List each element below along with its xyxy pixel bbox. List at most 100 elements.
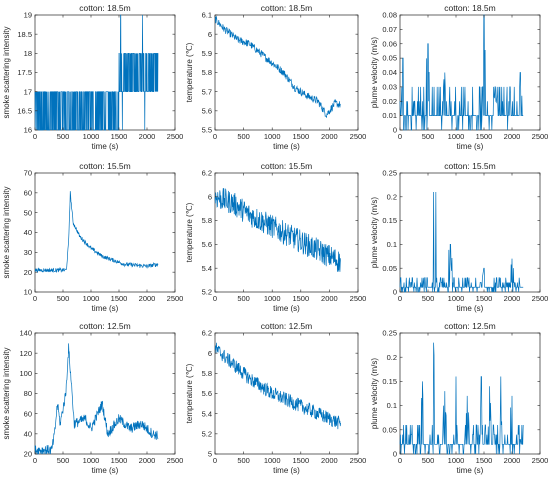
x-tick-label: 0 bbox=[33, 132, 37, 141]
y-tick-label: 5.4 bbox=[202, 409, 212, 418]
x-tick-label: 2000 bbox=[321, 456, 338, 465]
x-axis-label: time (s) bbox=[92, 466, 119, 475]
y-tick-label: 0.2 bbox=[387, 353, 397, 362]
y-tick-label: 6 bbox=[208, 30, 212, 39]
y-tick-label: 5.2 bbox=[202, 429, 212, 438]
y-tick-label: 40 bbox=[24, 429, 32, 438]
x-tick-label: 2000 bbox=[504, 294, 521, 303]
x-tick-label: 1500 bbox=[111, 132, 128, 141]
x-tick-label: 2500 bbox=[532, 294, 549, 303]
x-tick-label: 2500 bbox=[350, 456, 367, 465]
y-tick-label: 5 bbox=[208, 450, 212, 459]
x-tick-label: 500 bbox=[422, 456, 435, 465]
x-tick-label: 500 bbox=[237, 456, 250, 465]
x-axis-label: time (s) bbox=[457, 304, 484, 313]
chart-panel: 0 500 1000 1500 2000 2500 0 0.05 0.1 0.15 0.2 0.25 c… bbox=[370, 321, 548, 475]
y-tick-label: 5.8 bbox=[202, 216, 212, 225]
y-tick-label: 5.6 bbox=[202, 106, 212, 115]
y-tick-label: 19 bbox=[24, 11, 32, 20]
x-tick-label: 500 bbox=[57, 456, 70, 465]
x-axis-label: time (s) bbox=[457, 466, 484, 475]
y-axis-label: smoke scattering intensity bbox=[2, 186, 11, 278]
y-tick-label: 80 bbox=[24, 389, 32, 398]
chart-panel: 0 500 1000 1500 2000 2500 0 0.05 0.1 0.15 0.2 0.25 c… bbox=[370, 161, 548, 313]
y-tick-label: 0.05 bbox=[382, 264, 397, 273]
y-tick-label: 16.5 bbox=[17, 106, 32, 115]
series-line bbox=[34, 343, 159, 455]
x-tick-label: 2000 bbox=[321, 132, 338, 141]
x-tick-label: 2500 bbox=[350, 294, 367, 303]
y-tick-label: 6.2 bbox=[202, 169, 212, 178]
y-tick-label: 0.15 bbox=[382, 377, 397, 386]
chart-title: cotton: 12.5m bbox=[444, 321, 496, 331]
y-tick-label: 6 bbox=[208, 192, 212, 201]
chart-title: cotton: 15.5m bbox=[79, 161, 131, 171]
x-tick-label: 1000 bbox=[448, 132, 465, 141]
chart-title: cotton: 15.5m bbox=[444, 161, 496, 171]
y-tick-label: 5.6 bbox=[202, 389, 212, 398]
y-tick-label: 0.15 bbox=[382, 216, 397, 225]
x-axis-label: time (s) bbox=[273, 466, 300, 475]
x-axis-label: time (s) bbox=[457, 142, 484, 151]
chart-panel: 0 500 1000 1500 2000 2500 10 20 30 40 50 60 70 cotton… bbox=[2, 161, 183, 313]
y-tick-label: 5.4 bbox=[202, 264, 212, 273]
y-tick-label: 0.02 bbox=[382, 97, 397, 106]
x-tick-label: 2000 bbox=[139, 294, 156, 303]
chart-panel: 0 500 1000 1500 2000 2500 5 5.2 5.4 5.6 5.8 6 6.2 cot… bbox=[185, 321, 366, 475]
x-tick-label: 2000 bbox=[504, 132, 521, 141]
series-line bbox=[214, 342, 341, 430]
y-tick-label: 0.1 bbox=[387, 240, 397, 249]
y-axis-label: smoke scattering intensity bbox=[2, 26, 11, 118]
y-tick-label: 6.1 bbox=[202, 11, 212, 20]
x-tick-label: 0 bbox=[398, 456, 402, 465]
x-tick-label: 1500 bbox=[476, 456, 493, 465]
y-tick-label: 5.6 bbox=[202, 240, 212, 249]
series-line bbox=[34, 14, 159, 131]
y-tick-label: 50 bbox=[24, 208, 32, 217]
x-tick-label: 1000 bbox=[264, 456, 281, 465]
x-tick-label: 1000 bbox=[264, 294, 281, 303]
x-tick-label: 1000 bbox=[448, 294, 465, 303]
x-tick-label: 1000 bbox=[448, 456, 465, 465]
y-tick-label: 20 bbox=[24, 268, 32, 277]
x-tick-label: 500 bbox=[237, 294, 250, 303]
y-axis-label: smoke scattering intensity bbox=[2, 347, 11, 439]
y-tick-label: 10 bbox=[24, 288, 32, 297]
y-tick-label: 0.08 bbox=[382, 11, 397, 20]
x-tick-label: 0 bbox=[213, 132, 217, 141]
y-tick-label: 5.9 bbox=[202, 49, 212, 58]
x-tick-label: 1500 bbox=[111, 294, 128, 303]
chart-title: cotton: 18.5m bbox=[79, 3, 131, 13]
y-tick-label: 0.06 bbox=[382, 39, 397, 48]
x-tick-label: 2500 bbox=[532, 456, 549, 465]
x-tick-label: 1500 bbox=[111, 456, 128, 465]
y-axis-label: temperature (℃) bbox=[185, 363, 194, 423]
x-tick-label: 2500 bbox=[167, 294, 184, 303]
x-tick-label: 1500 bbox=[476, 132, 493, 141]
x-tick-label: 0 bbox=[213, 456, 217, 465]
y-tick-label: 0 bbox=[393, 450, 397, 459]
plot-area bbox=[399, 172, 541, 293]
y-tick-label: 120 bbox=[19, 349, 32, 358]
chart-title: cotton: 18.5m bbox=[261, 3, 313, 13]
x-tick-label: 500 bbox=[422, 294, 435, 303]
x-tick-label: 500 bbox=[57, 294, 70, 303]
series-line bbox=[214, 188, 341, 272]
y-tick-label: 0.03 bbox=[382, 82, 397, 91]
y-tick-label: 5.8 bbox=[202, 369, 212, 378]
plot-area bbox=[34, 172, 176, 293]
chart-title: cotton: 15.5m bbox=[261, 161, 313, 171]
x-tick-label: 2500 bbox=[167, 132, 184, 141]
y-tick-label: 60 bbox=[24, 409, 32, 418]
y-tick-label: 18 bbox=[24, 49, 32, 58]
chart-panel: 0 500 1000 1500 2000 2500 20 40 60 80 100 120 140 cot… bbox=[2, 321, 183, 475]
y-tick-label: 0.25 bbox=[382, 329, 397, 338]
chart-title: cotton: 12.5m bbox=[79, 321, 131, 331]
y-tick-label: 6 bbox=[208, 349, 212, 358]
x-tick-label: 500 bbox=[237, 132, 250, 141]
y-tick-label: 140 bbox=[19, 329, 32, 338]
chart-title: cotton: 18.5m bbox=[444, 3, 496, 13]
x-tick-label: 1000 bbox=[83, 294, 100, 303]
x-tick-label: 1000 bbox=[83, 456, 100, 465]
x-tick-label: 2000 bbox=[139, 132, 156, 141]
